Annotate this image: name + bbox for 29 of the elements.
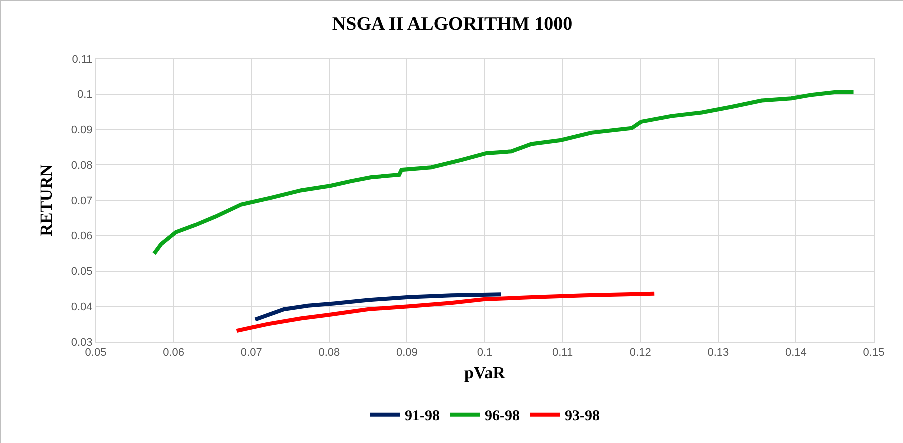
x-tick-label: 0.05	[85, 347, 107, 360]
x-tick-label: 0.07	[240, 347, 262, 360]
legend-label: 93-98	[565, 408, 600, 425]
x-axis-title: pVaR	[464, 364, 506, 383]
x-tick-label: 0.11	[552, 347, 574, 360]
legend-label: 91-98	[405, 408, 440, 425]
y-tick-label: 0.08	[71, 160, 93, 172]
x-tick-label: 0.15	[863, 347, 885, 360]
x-tick-label: 0.06	[163, 347, 185, 360]
y-tick-label: 0.07	[71, 195, 93, 208]
y-tick-label: 0.05	[71, 266, 93, 278]
line-series	[253, 292, 504, 322]
legend-label: 96-98	[485, 408, 520, 425]
x-tick-label: 0.08	[318, 347, 340, 360]
y-tick-label: 0.09	[71, 124, 93, 137]
y-tick-label: 0.04	[71, 301, 93, 314]
y-tick-label: 0.11	[72, 54, 93, 66]
y-tick-label: 0.1	[78, 89, 93, 102]
y-axis-title: RETURN	[36, 164, 56, 236]
x-tick-label: 0.1	[477, 347, 493, 360]
line-series	[234, 292, 657, 334]
y-tick-label: 0.03	[71, 336, 93, 349]
x-tick-label: 0.14	[785, 347, 807, 360]
x-tick-label: 0.09	[396, 347, 418, 360]
line-series	[152, 90, 856, 256]
y-tick-label: 0.06	[71, 230, 93, 243]
chart-title: NSGA II ALGORITHM 1000	[332, 14, 573, 35]
x-tick-label: 0.13	[708, 347, 730, 360]
x-tick-label: 0.12	[630, 347, 652, 360]
